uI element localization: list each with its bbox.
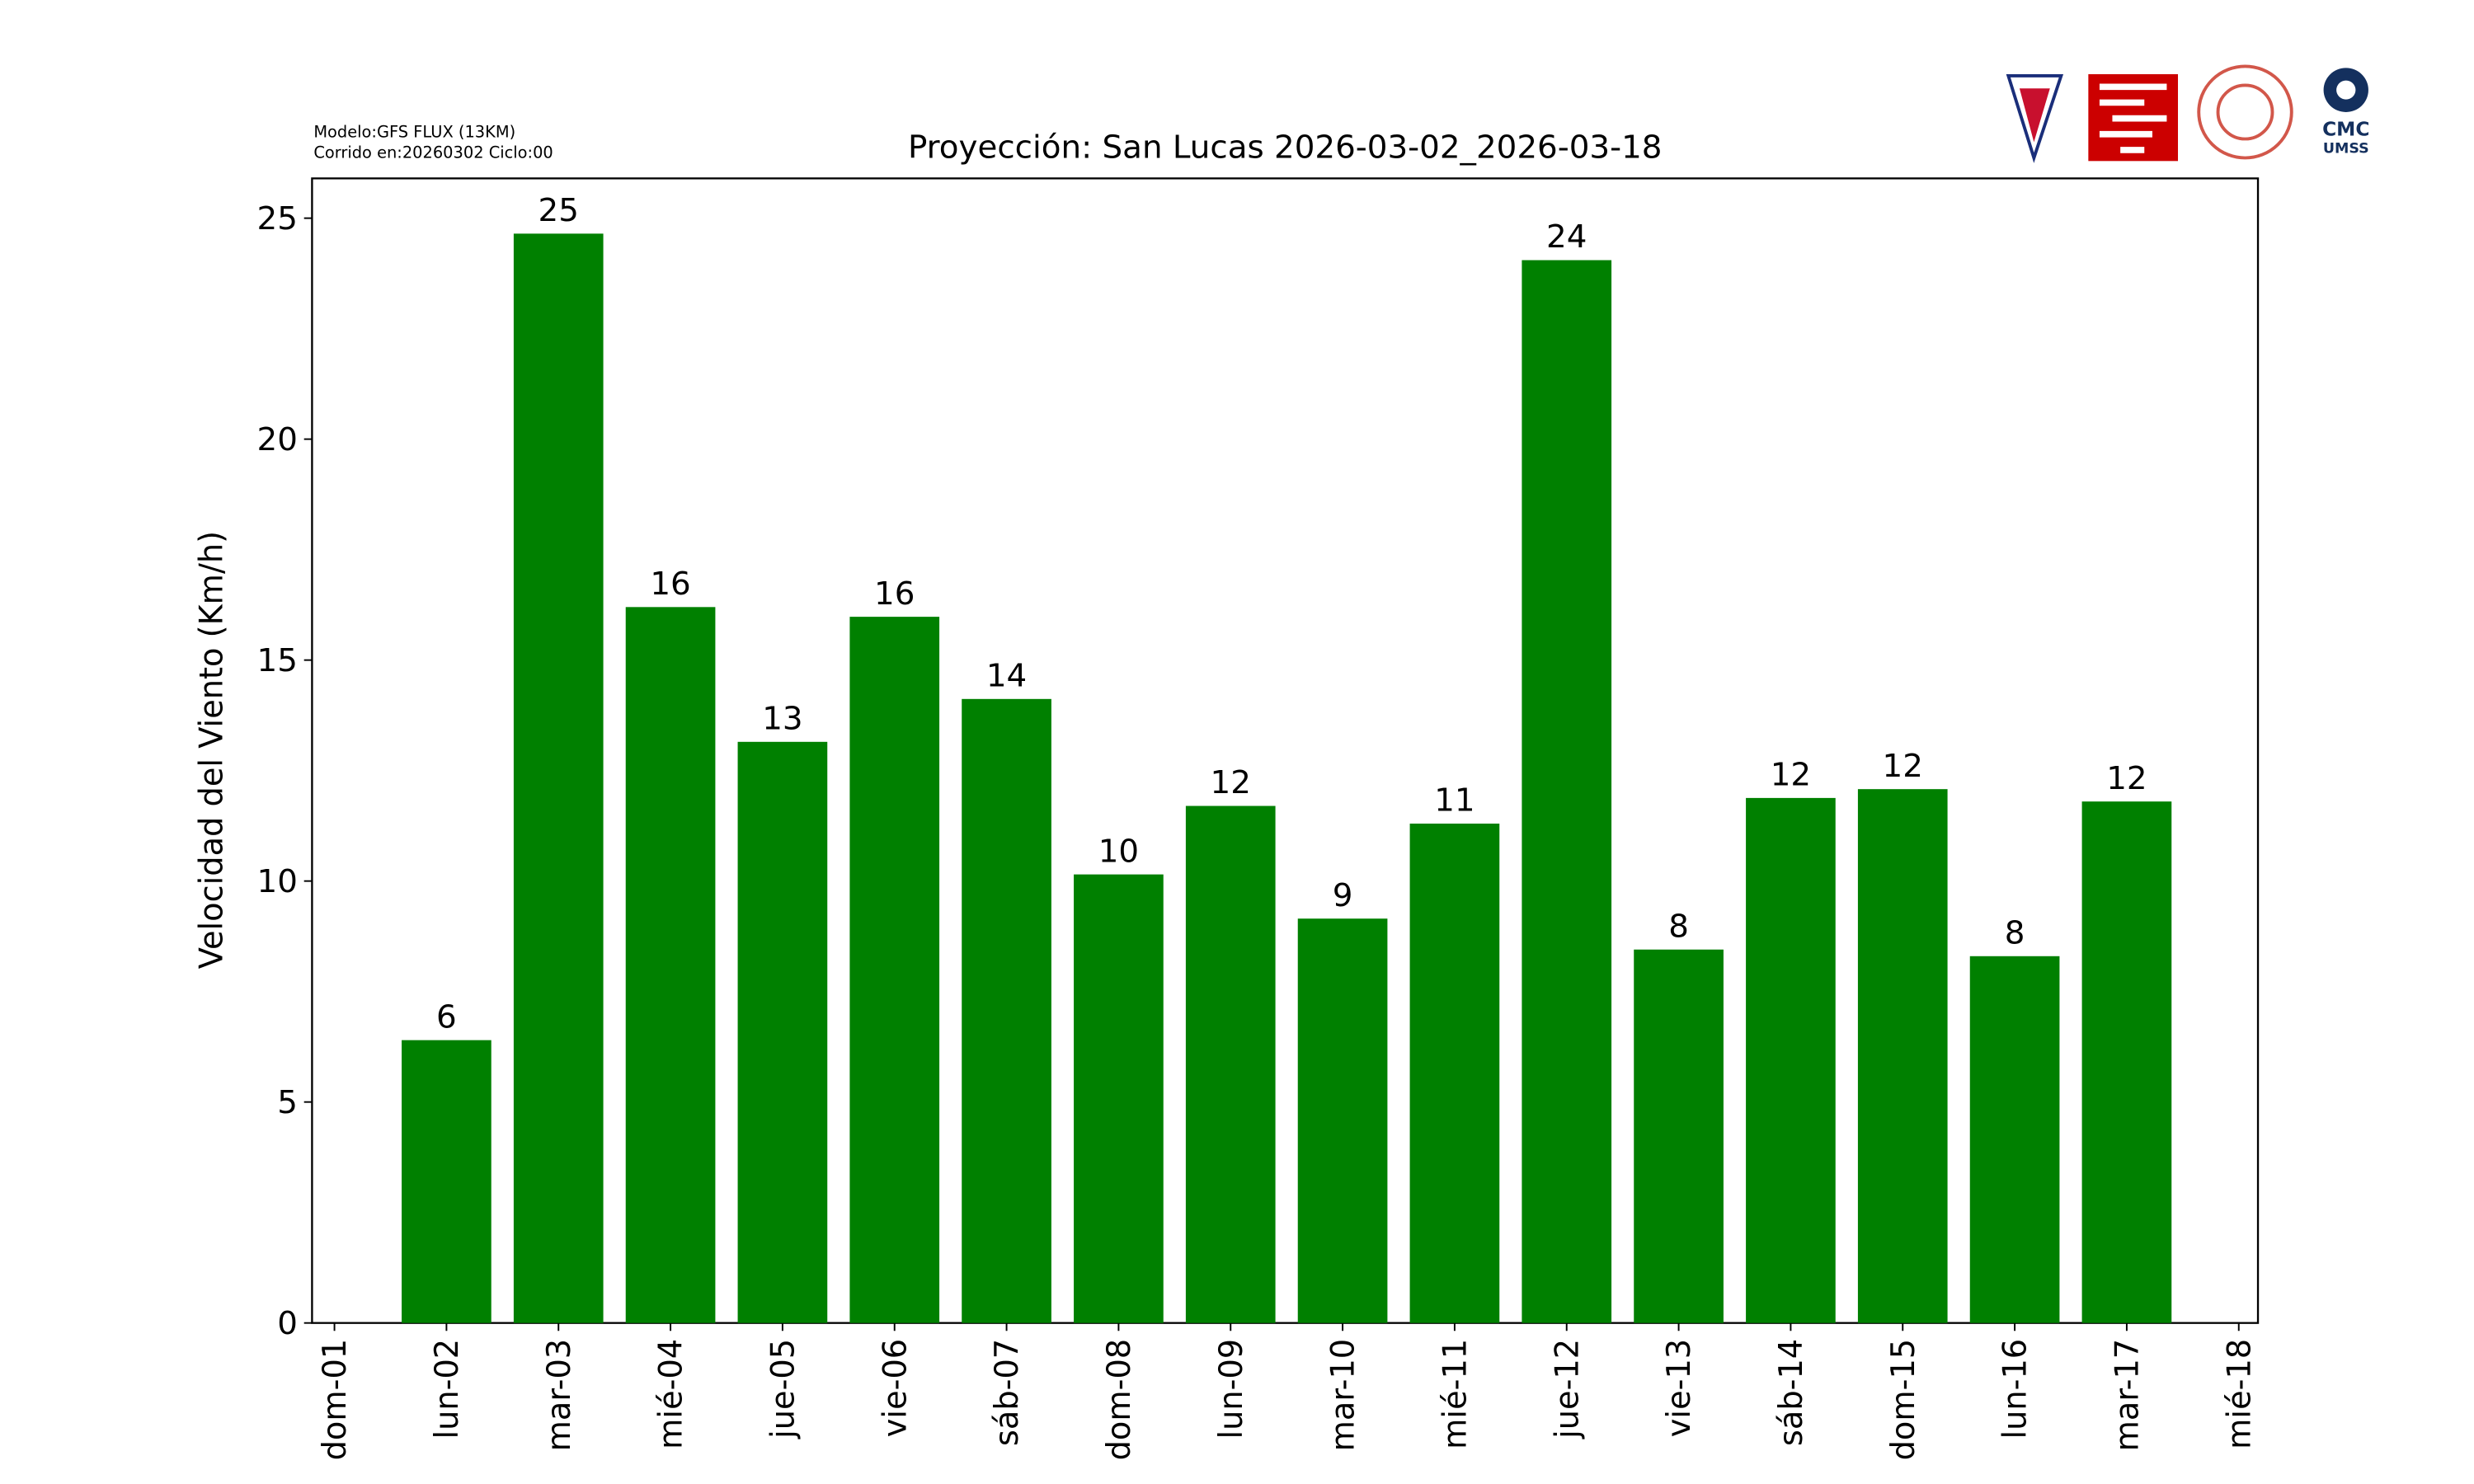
x-tick-label: mié-11 bbox=[1437, 1339, 1474, 1449]
value-label: 12 bbox=[1883, 748, 1923, 785]
bar bbox=[962, 698, 1051, 1323]
logo-physics-inner bbox=[2216, 83, 2274, 141]
x-tick-label: dom-15 bbox=[1885, 1339, 1922, 1461]
logo-cmc-inner bbox=[2336, 80, 2356, 100]
bar bbox=[625, 607, 716, 1323]
bar bbox=[1185, 805, 1276, 1323]
value-label: 13 bbox=[762, 701, 802, 738]
value-label: 8 bbox=[2005, 915, 2025, 952]
value-label: 6 bbox=[436, 999, 457, 1036]
y-tick-label: 15 bbox=[257, 642, 298, 679]
y-axis-label: Velocidad del Viento (Km/h) bbox=[193, 531, 230, 969]
x-tick-label: sáb-07 bbox=[989, 1339, 1026, 1446]
value-label: 25 bbox=[539, 192, 579, 229]
value-label: 24 bbox=[1546, 218, 1587, 256]
y-tick-label: 10 bbox=[257, 863, 298, 900]
x-tick-label: dom-08 bbox=[1101, 1339, 1138, 1461]
bar bbox=[1969, 956, 2060, 1323]
x-tick-label: lun-16 bbox=[1997, 1339, 2034, 1439]
bar bbox=[2081, 801, 2172, 1323]
bar bbox=[849, 617, 940, 1323]
x-tick-label: jue-12 bbox=[1549, 1339, 1586, 1439]
logo-umss-inner bbox=[2019, 88, 2050, 143]
value-label: 16 bbox=[650, 566, 690, 603]
y-tick-label: 0 bbox=[277, 1305, 298, 1342]
x-tick-label: lun-09 bbox=[1213, 1339, 1250, 1439]
annotation: Corrido en:20260302 Ciclo:00 bbox=[313, 143, 553, 162]
bar bbox=[1746, 797, 1836, 1323]
bar bbox=[1634, 949, 1724, 1323]
bar bbox=[737, 741, 828, 1323]
y-tick-label: 25 bbox=[257, 200, 298, 237]
x-tick-label: mar-03 bbox=[541, 1339, 578, 1452]
x-tick-label: sáb-14 bbox=[1773, 1339, 1810, 1446]
y-tick-label: 20 bbox=[257, 421, 298, 458]
bar bbox=[1297, 918, 1388, 1323]
value-label: 12 bbox=[2106, 760, 2147, 797]
x-tick-label: dom-01 bbox=[317, 1339, 354, 1461]
x-tick-label: lun-02 bbox=[429, 1339, 466, 1439]
plot-frame bbox=[311, 177, 2260, 1324]
annotation: Modelo:GFS FLUX (13KM) bbox=[313, 123, 515, 142]
logo-text: CMC bbox=[2322, 120, 2369, 141]
x-tick-label: vie-13 bbox=[1661, 1339, 1698, 1437]
x-tick-label: mar-10 bbox=[1324, 1339, 1362, 1452]
bar bbox=[1522, 260, 1612, 1323]
value-label: 16 bbox=[874, 575, 915, 613]
x-tick-label: mar-17 bbox=[2109, 1339, 2146, 1452]
bar bbox=[513, 233, 604, 1323]
chart-title: Proyección: San Lucas 2026-03-02_2026-03… bbox=[908, 129, 1663, 167]
logo-fcyt-lines bbox=[2099, 83, 2167, 153]
value-label: 10 bbox=[1098, 834, 1139, 871]
value-label: 12 bbox=[1771, 757, 1811, 794]
y-tick-label: 5 bbox=[277, 1084, 298, 1121]
x-tick-label: mié-04 bbox=[652, 1339, 689, 1449]
value-label: 11 bbox=[1434, 782, 1475, 819]
value-label: 9 bbox=[1333, 877, 1353, 914]
bar bbox=[1409, 823, 1500, 1323]
logo-text: UMSS bbox=[2323, 141, 2369, 157]
value-label: 12 bbox=[1211, 764, 1251, 801]
value-label: 8 bbox=[1668, 909, 1689, 946]
x-tick-label: jue-05 bbox=[764, 1339, 802, 1439]
x-tick-label: vie-06 bbox=[877, 1339, 914, 1437]
logo-physics bbox=[2197, 64, 2293, 160]
value-label: 14 bbox=[986, 658, 1027, 695]
logos: CMC UMSS bbox=[2006, 64, 2369, 163]
x-tick-label: mié-18 bbox=[2221, 1339, 2258, 1449]
bar bbox=[402, 1040, 492, 1323]
bar bbox=[1074, 874, 1164, 1323]
bar bbox=[1857, 789, 1948, 1323]
